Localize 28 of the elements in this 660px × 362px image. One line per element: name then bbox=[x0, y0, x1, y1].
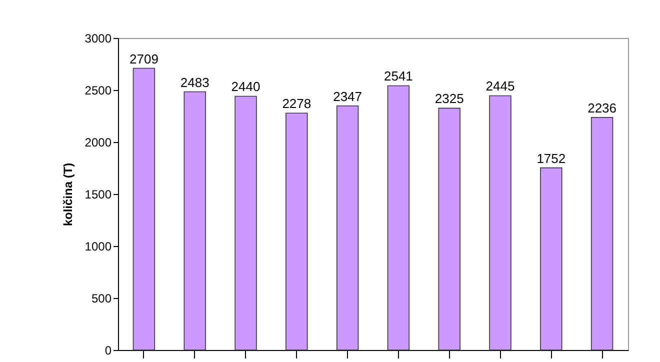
bar bbox=[336, 106, 359, 350]
data-label: 2440 bbox=[231, 79, 260, 94]
bar bbox=[540, 167, 562, 350]
bar bbox=[184, 91, 206, 350]
data-label: 2445 bbox=[486, 78, 515, 94]
y-tick-label: 1000 bbox=[84, 240, 112, 254]
y-tick-label: 3000 bbox=[84, 32, 112, 46]
bar bbox=[489, 95, 512, 350]
y-tick-label: 1500 bbox=[84, 188, 112, 202]
data-label: 1752 bbox=[536, 150, 566, 166]
data-label: 2347 bbox=[333, 88, 362, 104]
y-tick-label: 500 bbox=[91, 292, 112, 306]
y-tick-label: 0 bbox=[104, 344, 112, 358]
y-tick-label: 2500 bbox=[84, 84, 112, 98]
bar bbox=[590, 117, 614, 350]
y-tick-label: 2000 bbox=[84, 136, 112, 150]
bar bbox=[286, 112, 308, 350]
y-axis-title: količina (T) bbox=[60, 162, 75, 226]
bar bbox=[438, 108, 460, 350]
data-label: 2541 bbox=[384, 68, 413, 84]
data-label: 2709 bbox=[129, 51, 158, 66]
bar bbox=[234, 96, 257, 350]
data-label: 2236 bbox=[588, 100, 617, 116]
bar bbox=[387, 85, 410, 350]
data-label: 2278 bbox=[282, 96, 312, 112]
bar bbox=[132, 68, 156, 350]
data-label: 2325 bbox=[434, 91, 464, 106]
data-label: 2483 bbox=[180, 74, 210, 90]
